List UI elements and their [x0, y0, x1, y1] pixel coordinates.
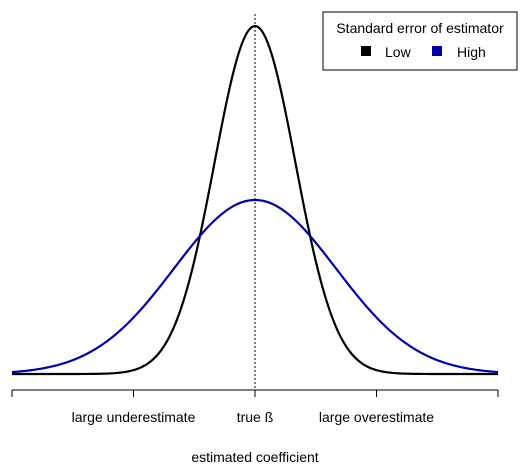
legend-swatch-high	[432, 46, 442, 56]
x-axis-title: estimated coefficient	[191, 449, 318, 465]
legend-swatch-low	[361, 46, 371, 56]
legend-label-low: Low	[385, 44, 412, 60]
series-curve-high	[11, 198, 499, 374]
legend-title: Standard error of estimator	[336, 20, 504, 36]
x-axis-ticks: large underestimate true ß large overestim…	[11, 390, 499, 425]
legend-box	[322, 11, 518, 71]
x-tick-label: large overestimate	[319, 409, 434, 425]
x-tick-label: true ß	[237, 409, 274, 425]
legend-label-high: High	[457, 44, 486, 60]
x-tick-label: large underestimate	[72, 409, 196, 425]
legend: Standard error of estimator Low High	[322, 11, 518, 71]
